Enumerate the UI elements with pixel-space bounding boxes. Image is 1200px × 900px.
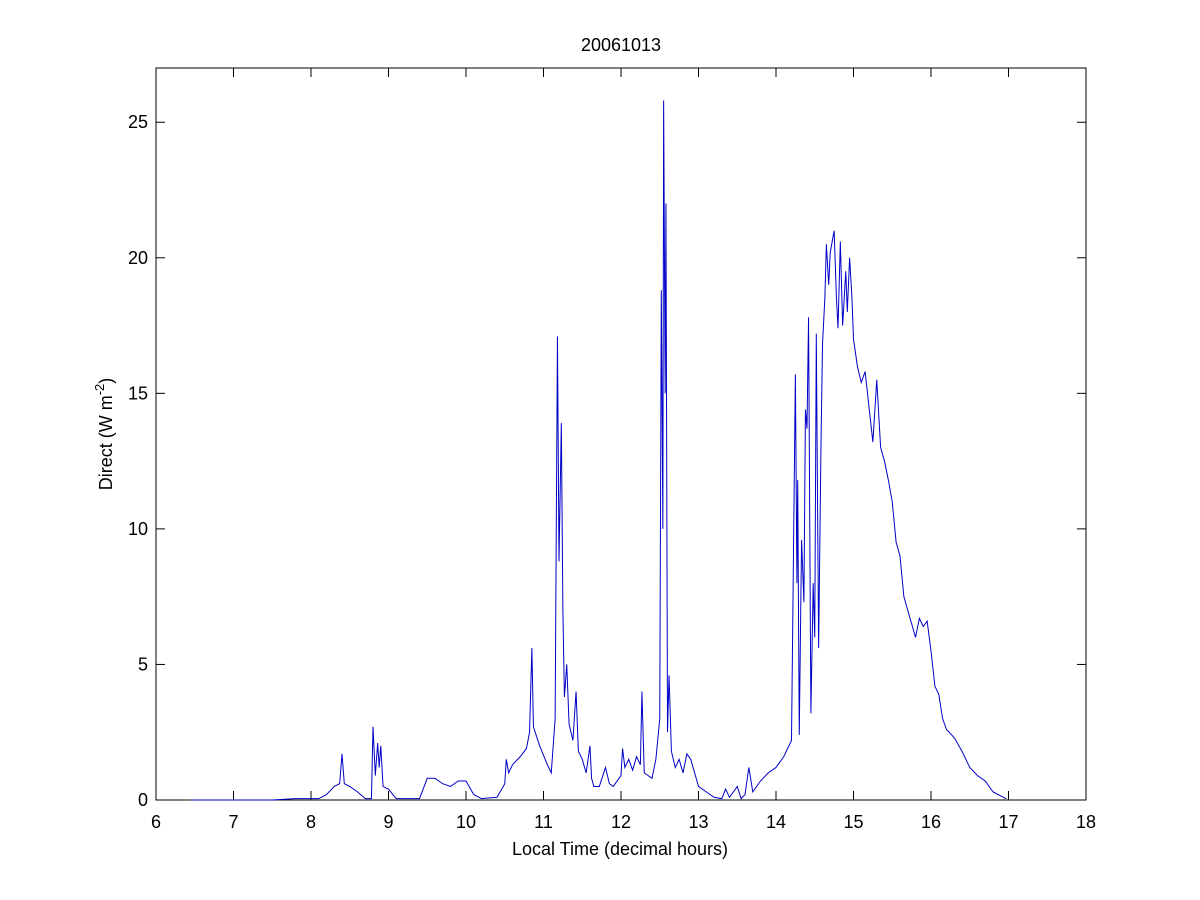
y-tick-label: 25 xyxy=(128,112,148,132)
x-tick-label: 9 xyxy=(383,812,393,832)
x-tick-label: 14 xyxy=(766,812,786,832)
x-tick-label: 18 xyxy=(1076,812,1096,832)
x-tick-label: 7 xyxy=(228,812,238,832)
x-tick-label: 13 xyxy=(688,812,708,832)
x-tick-label: 8 xyxy=(306,812,316,832)
y-axis-label: Direct (W m-2) xyxy=(92,378,116,491)
y-tick-label: 0 xyxy=(138,790,148,810)
y-tick-label: 20 xyxy=(128,248,148,268)
y-tick-label: 5 xyxy=(138,654,148,674)
y-label-suffix: ) xyxy=(96,378,116,384)
y-tick-label: 15 xyxy=(128,383,148,403)
x-tick-label: 15 xyxy=(843,812,863,832)
y-tick-label: 10 xyxy=(128,519,148,539)
y-label-text: Direct (W m xyxy=(96,395,116,490)
x-tick-label: 11 xyxy=(534,812,553,832)
x-tick-label: 10 xyxy=(456,812,476,832)
y-label-superscript: -2 xyxy=(92,384,107,396)
x-tick-label: 16 xyxy=(921,812,941,832)
chart-title: 20061013 xyxy=(581,35,661,55)
x-tick-label: 12 xyxy=(611,812,631,832)
data-line xyxy=(190,100,1007,801)
x-tick-label: 6 xyxy=(151,812,161,832)
x-axis-label: Local Time (decimal hours) xyxy=(512,839,728,859)
x-tick-label: 17 xyxy=(998,812,1018,832)
